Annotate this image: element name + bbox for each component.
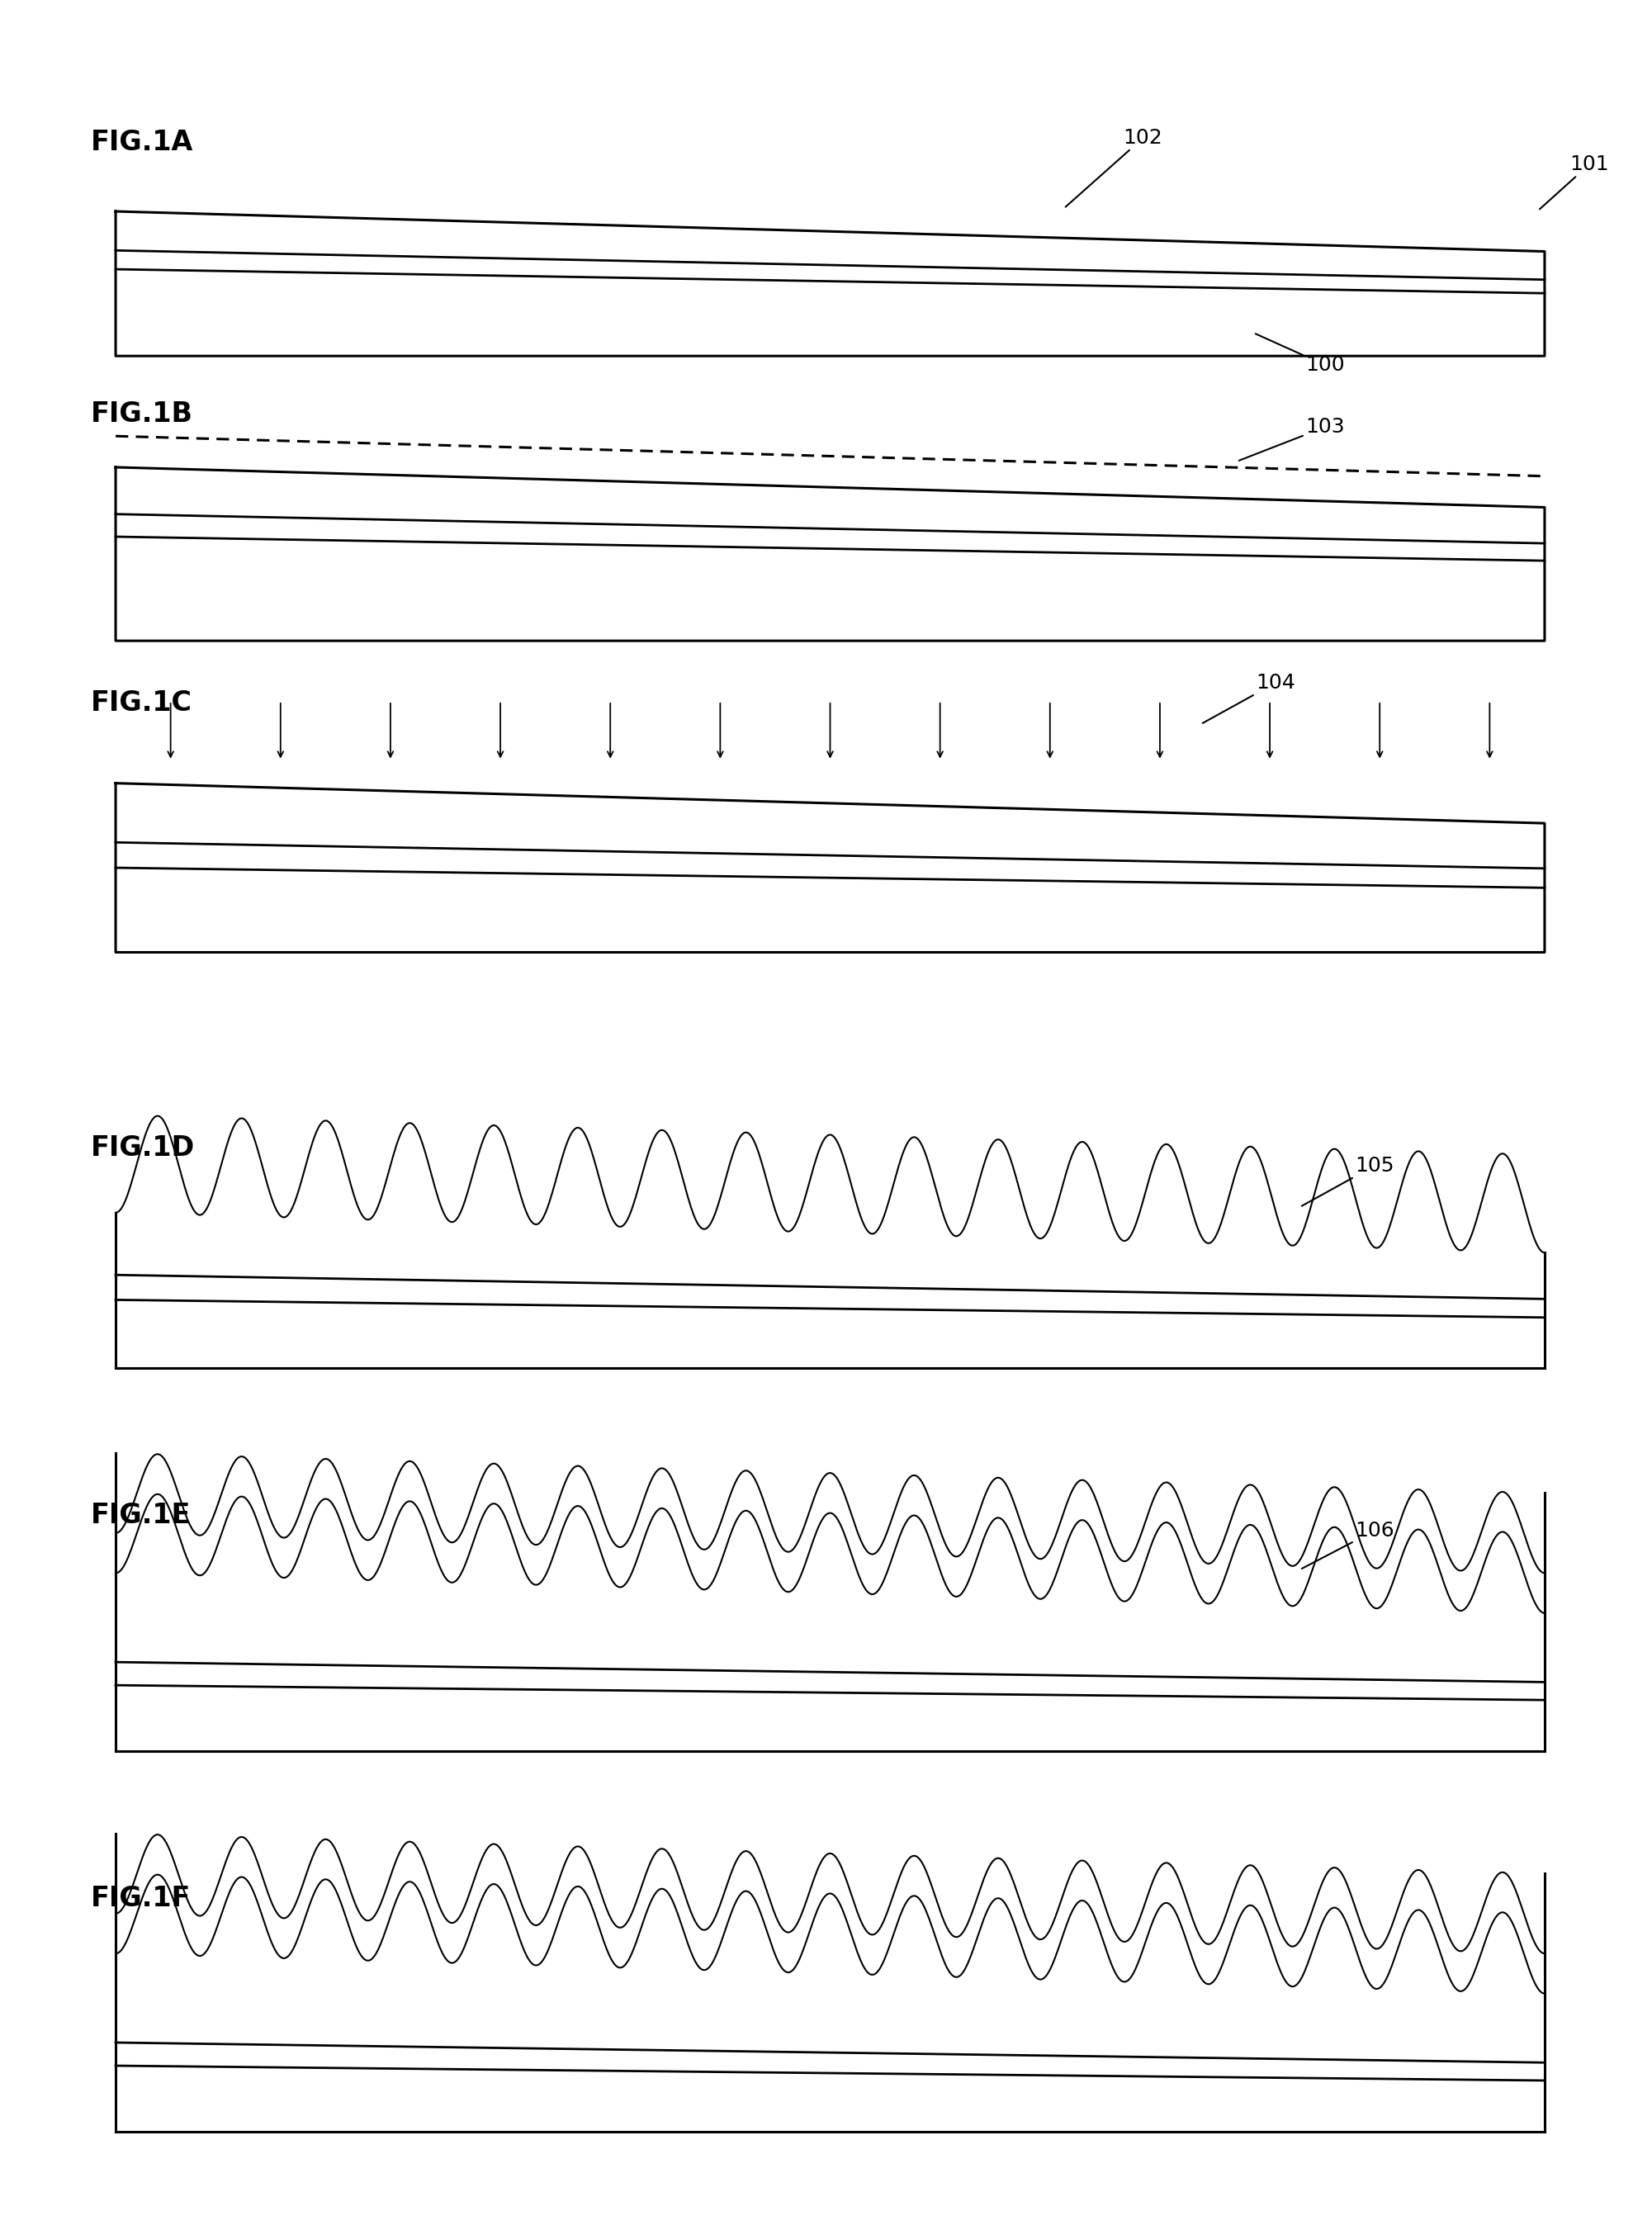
Text: FIG.1E: FIG.1E: [91, 1502, 192, 1529]
Text: 100: 100: [1256, 334, 1345, 374]
Text: 101: 101: [1540, 156, 1609, 209]
Text: FIG.1F: FIG.1F: [91, 1885, 192, 1911]
Text: 105: 105: [1302, 1157, 1394, 1206]
Text: 102: 102: [1066, 129, 1163, 207]
Text: FIG.1A: FIG.1A: [91, 129, 193, 156]
Text: 104: 104: [1203, 674, 1295, 723]
Text: 103: 103: [1239, 418, 1345, 461]
Text: FIG.1B: FIG.1B: [91, 400, 193, 427]
Text: 106: 106: [1302, 1522, 1394, 1569]
Text: FIG.1D: FIG.1D: [91, 1135, 195, 1161]
Text: FIG.1C: FIG.1C: [91, 690, 192, 716]
